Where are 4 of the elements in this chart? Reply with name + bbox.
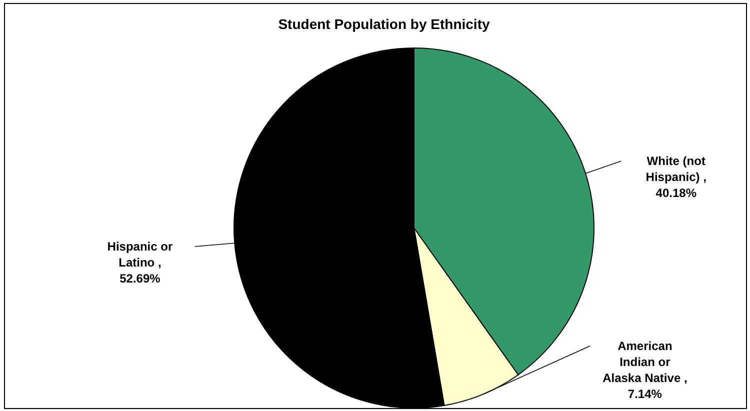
chart-title: Student Population by Ethnicity <box>278 16 490 32</box>
slice-label: American Indian or Alaska Native , 7.14% <box>602 339 688 401</box>
slice-label: Hispanic or Latino , 52.69% <box>107 240 173 286</box>
legend-label: White (not Hispanic) , 40.18% <box>646 154 706 200</box>
